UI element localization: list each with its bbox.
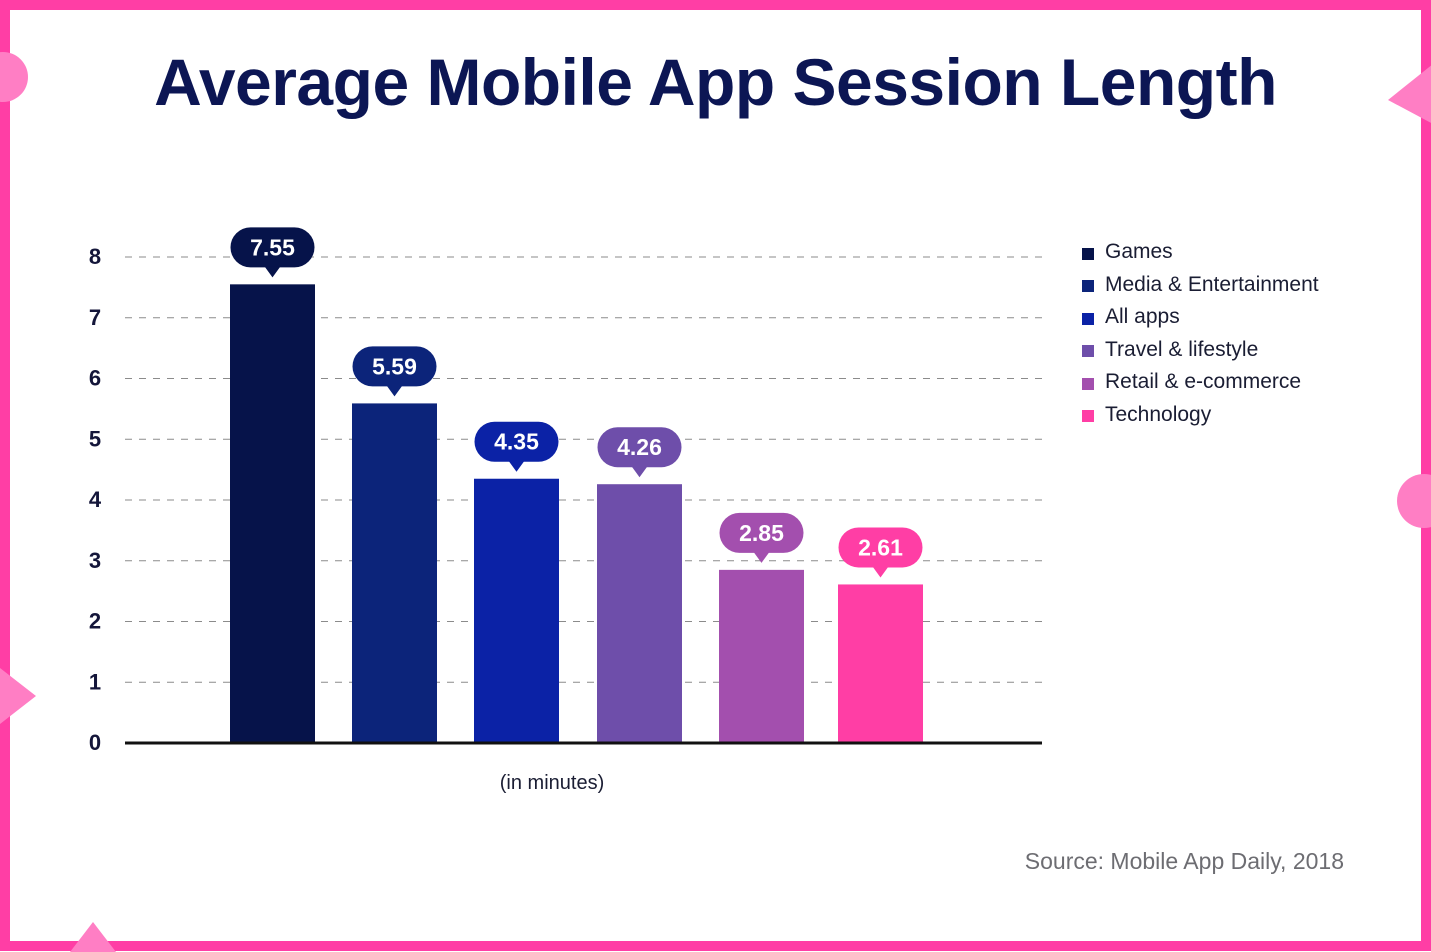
chart-legend: Games Media & Entertainment All apps Travel… — [1082, 236, 1319, 431]
y-tick-label: 5 — [89, 426, 101, 451]
legend-swatch — [1082, 280, 1094, 293]
y-tick-label: 6 — [89, 366, 101, 391]
data-label-bubble — [474, 421, 559, 462]
legend-label: Games — [1105, 240, 1173, 264]
bar-2 — [474, 478, 559, 743]
legend-item: Games — [1082, 236, 1319, 269]
data-label-bubble — [230, 227, 315, 268]
data-label-pointer — [631, 466, 648, 478]
data-label-bubble — [352, 346, 437, 387]
legend-label: Technology — [1105, 402, 1212, 426]
y-tick-label: 3 — [89, 548, 101, 573]
y-tick-label: 7 — [89, 305, 101, 330]
data-label: 2.85 — [739, 520, 784, 546]
legend-swatch — [1082, 377, 1094, 390]
data-label-bubble — [597, 427, 682, 468]
legend-swatch — [1082, 410, 1094, 423]
legend-swatch — [1082, 247, 1094, 260]
bar-1 — [352, 403, 437, 743]
data-label-pointer — [386, 385, 403, 397]
y-tick-label: 1 — [89, 669, 101, 694]
legend-label: Travel & lifestyle — [1105, 337, 1259, 361]
chart-title: Average Mobile App Session Length — [154, 45, 1277, 119]
data-label-pointer — [753, 551, 770, 563]
legend-item: Retail & e-commerce — [1082, 366, 1319, 399]
legend-item: Media & Entertainment — [1082, 269, 1319, 302]
legend-label: All apps — [1105, 305, 1180, 329]
data-label: 4.26 — [617, 434, 662, 460]
data-label-pointer — [872, 566, 889, 578]
legend-item: Travel & lifestyle — [1082, 334, 1319, 367]
data-label-pointer — [508, 460, 525, 472]
data-label: 5.59 — [372, 353, 417, 379]
y-tick-label: 0 — [89, 730, 101, 755]
bar-4 — [719, 569, 804, 743]
data-label-pointer — [264, 266, 281, 278]
bar-5 — [838, 584, 923, 743]
data-label: 4.35 — [494, 429, 539, 455]
source-credit: Source: Mobile App Daily, 2018 — [1024, 848, 1344, 874]
legend-label: Media & Entertainment — [1105, 272, 1319, 296]
y-tick-label: 8 — [89, 244, 101, 269]
data-label-bubble — [719, 512, 804, 553]
data-label-bubble — [838, 527, 923, 568]
bar-0 — [230, 284, 315, 743]
data-label: 2.61 — [858, 534, 903, 560]
y-tick-label: 4 — [89, 487, 102, 512]
legend-label: Retail & e-commerce — [1105, 370, 1302, 394]
y-tick-label: 2 — [89, 609, 101, 634]
legend-swatch — [1082, 345, 1094, 358]
data-label: 7.55 — [250, 234, 295, 260]
legend-item: All apps — [1082, 301, 1319, 334]
axis-unit-label: (in minutes) — [499, 772, 605, 794]
legend-item: Technology — [1082, 399, 1319, 432]
bar-3 — [597, 484, 682, 743]
legend-swatch — [1082, 312, 1094, 325]
